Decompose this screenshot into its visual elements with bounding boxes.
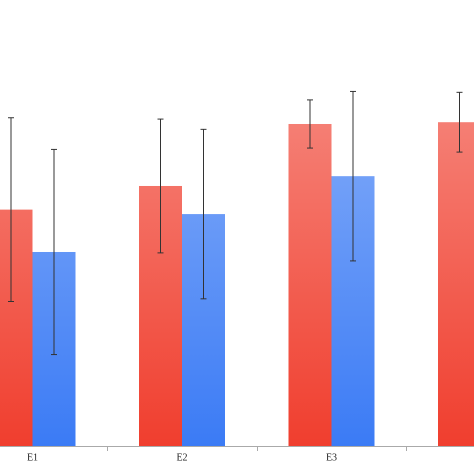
bar	[288, 123, 332, 446]
error-bar	[307, 99, 313, 149]
error-bar	[51, 148, 57, 356]
bar	[0, 209, 33, 446]
x-axis	[0, 446, 474, 451]
error-bar	[456, 91, 463, 153]
x-tick-label: E1	[27, 452, 38, 463]
x-tick-label: E3	[326, 452, 337, 463]
error-bar	[350, 90, 356, 262]
error-bar	[8, 117, 14, 302]
error-bar	[200, 128, 207, 300]
bar	[438, 122, 474, 446]
error-bar	[157, 118, 164, 254]
x-tick-label: E2	[176, 452, 187, 463]
